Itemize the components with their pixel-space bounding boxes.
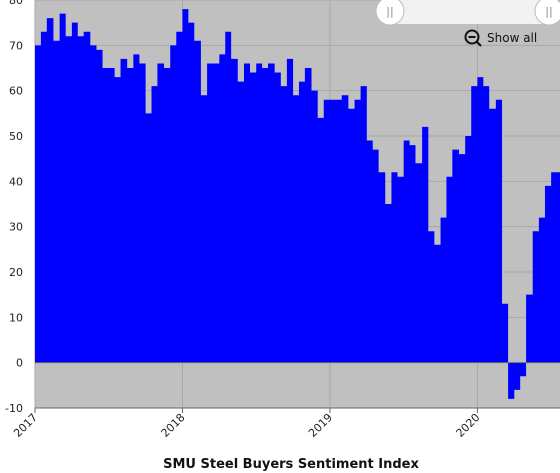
navigator-right-grip: ||	[545, 5, 552, 18]
x-tick-label: 2018	[159, 411, 188, 440]
y-tick-label: 40	[9, 175, 23, 188]
chart-title: SMU Steel Buyers Sentiment Index	[163, 457, 419, 472]
x-axis: 2017 2018 2019 2020	[11, 407, 560, 440]
y-tick-label: 0	[16, 357, 23, 370]
y-tick-label: 60	[9, 85, 23, 98]
series-area	[35, 9, 560, 399]
navigator-left-grip: ||	[386, 5, 393, 18]
y-tick-label: 10	[9, 311, 23, 324]
range-navigator[interactable]: || ||	[375, 0, 560, 26]
y-tick-label: 80	[9, 0, 23, 7]
y-tick-label: -10	[5, 402, 23, 415]
navigator-right-handle[interactable]: ||	[534, 0, 560, 26]
y-axis: -10 0 10 20 30 40 50 60 70 80	[5, 0, 23, 415]
y-tick-label: 30	[9, 221, 23, 234]
zoom-out-icon	[464, 29, 482, 47]
navigator-left-handle[interactable]: ||	[375, 0, 405, 26]
x-tick-label: 2017	[11, 411, 40, 440]
y-tick-label: 20	[9, 266, 23, 279]
show-all-button[interactable]: Show all	[464, 29, 538, 47]
show-all-label: Show all	[487, 31, 537, 45]
x-tick-label: 2020	[454, 411, 483, 440]
y-tick-label: 50	[9, 130, 23, 143]
navigator-selection[interactable]	[390, 0, 550, 24]
y-tick-label: 70	[9, 39, 23, 52]
x-tick-label: 2019	[306, 411, 335, 440]
area-series	[35, 9, 560, 399]
